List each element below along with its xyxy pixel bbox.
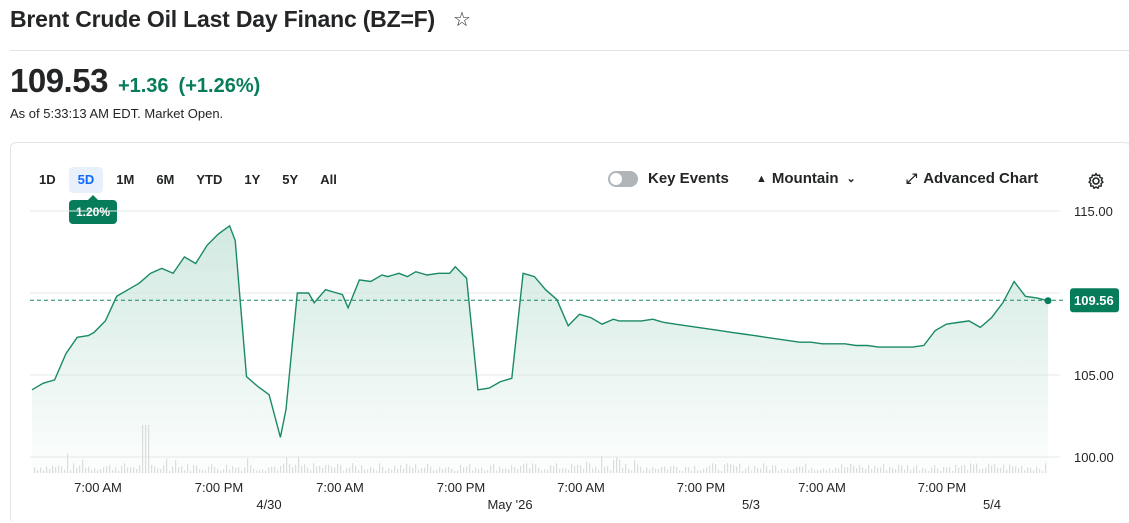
range-ytd[interactable]: YTD (196, 172, 223, 187)
x-day-label: 5/4 (983, 497, 1001, 512)
advanced-chart-button[interactable]: ⤢ Advanced Chart (906, 170, 1038, 187)
chart-panel (10, 142, 1129, 523)
current-price: 109.53 (10, 62, 108, 99)
x-tick-label: 7:00 PM (918, 480, 966, 495)
price-row: 109.53 +1.36 (+1.26%) (10, 62, 260, 100)
current-price-tag: 109.56 (1070, 288, 1119, 313)
star-icon[interactable]: ☆ (453, 9, 471, 31)
x-tick-label: 7:00 PM (437, 480, 485, 495)
x-tick-label: 7:00 AM (798, 480, 846, 495)
range-5d[interactable]: 5D (68, 167, 104, 193)
range-5y[interactable]: 5Y (282, 172, 299, 187)
price-area (32, 225, 1048, 473)
page-title: Brent Crude Oil Last Day Financ (BZ=F) (10, 6, 435, 32)
key-events-label: Key Events (648, 170, 729, 187)
advanced-chart-label: Advanced Chart (923, 170, 1039, 187)
chart-type-dropdown[interactable]: ▲ Mountain ⌄ (756, 170, 856, 187)
x-tick-label: 7:00 AM (557, 480, 605, 495)
y-tick-label: 100.00 (1074, 450, 1114, 465)
current-price-tag-label: 109.56 (1074, 293, 1114, 308)
as-of-timestamp: As of 5:33:13 AM EDT. Market Open. (10, 106, 224, 121)
expand-icon: ⤢ (906, 170, 918, 186)
price-change-percent: (+1.26%) (178, 75, 261, 97)
y-tick-label: 115.00 (1074, 204, 1113, 219)
y-axis: 115.00 105.00 100.00 (1074, 204, 1114, 465)
key-events-toggle[interactable]: Key Events (608, 170, 729, 187)
mountain-icon: ▲ (756, 172, 767, 185)
last-price-dot (1044, 297, 1052, 305)
gear-icon[interactable] (1086, 171, 1106, 191)
x-day-label: 4/30 (256, 497, 281, 512)
title-row: Brent Crude Oil Last Day Financ (BZ=F) ☆ (10, 6, 471, 33)
x-tick-label: 7:00 PM (195, 480, 243, 495)
price-change: +1.36 (117, 75, 169, 97)
x-axis: 7:00 AM 7:00 PM 7:00 AM 7:00 PM 7:00 AM 7:00 … (74, 480, 1001, 512)
range-all[interactable]: All (320, 172, 337, 187)
chevron-down-icon: ⌄ (846, 173, 856, 185)
x-tick-label: 7:00 AM (74, 480, 122, 495)
range-1y[interactable]: 1Y (244, 172, 261, 187)
x-tick-label: 7:00 PM (677, 480, 725, 495)
x-day-label: 5/3 (742, 497, 760, 512)
x-tick-label: 7:00 AM (316, 480, 364, 495)
range-selector: 1D 5D 1M 6M YTD 1Y 5Y All (30, 167, 350, 193)
x-day-label: May '26 (487, 497, 532, 512)
toggle-switch[interactable] (608, 170, 638, 187)
range-change-badge: 1.20% (69, 195, 117, 224)
range-6m[interactable]: 6M (156, 172, 175, 187)
current-price-tag-box (1070, 288, 1119, 313)
chart-type-label: Mountain (771, 170, 839, 187)
range-1m[interactable]: 1M (116, 172, 135, 187)
y-tick-label: 105.00 (1074, 368, 1114, 383)
range-1d[interactable]: 1D (39, 172, 56, 187)
header-divider (10, 50, 1129, 51)
price-line (31, 224, 1049, 438)
